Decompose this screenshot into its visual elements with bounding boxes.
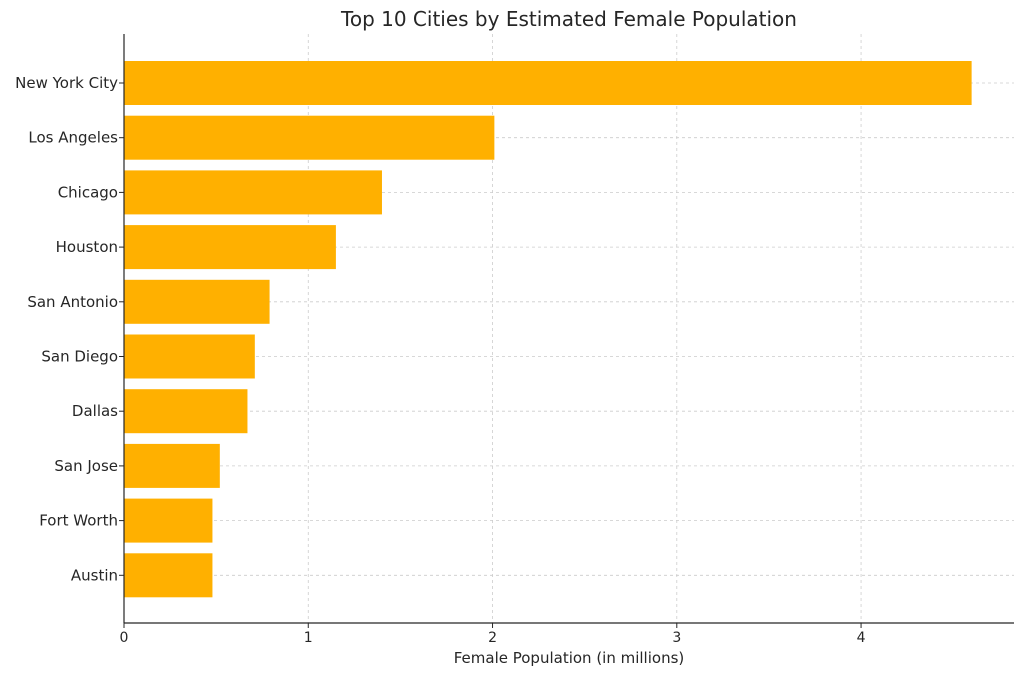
bars [124,61,972,598]
x-tick-label: 4 [857,630,866,646]
bar [124,225,336,270]
bar [124,279,270,324]
grid [123,34,1014,623]
axes [123,34,1014,624]
bar [124,170,382,215]
bar [124,443,220,488]
x-tick-labels: 0 1 2 3 4 [120,623,866,646]
x-tick-label: 3 [672,630,681,646]
y-tick-label: Houston [56,238,118,256]
bar [124,115,495,160]
y-tick-label: Fort Worth [39,512,118,530]
x-axis-label: Female Population (in millions) [454,649,685,667]
bar [124,389,248,434]
y-tick-label: Dallas [72,402,118,420]
bar [124,61,972,105]
y-tick-label: San Antonio [27,293,118,311]
y-tick-labels: New York City Los Angeles Chicago Houston Sa… [15,74,124,584]
x-tick-label: 2 [488,630,497,646]
y-tick-label: New York City [15,74,118,92]
x-tick-label: 1 [304,630,313,646]
y-tick-label: San Diego [41,348,118,366]
bar [124,334,255,379]
y-tick-label: San Jose [54,457,118,475]
y-tick-label: Los Angeles [28,129,118,147]
chart-title: Top 10 Cities by Estimated Female Popula… [340,7,797,31]
y-tick-label: Chicago [58,183,118,201]
x-tick-label: 0 [120,630,129,646]
bar [124,498,213,543]
y-tick-label: Austin [71,566,118,584]
bar [124,553,213,598]
